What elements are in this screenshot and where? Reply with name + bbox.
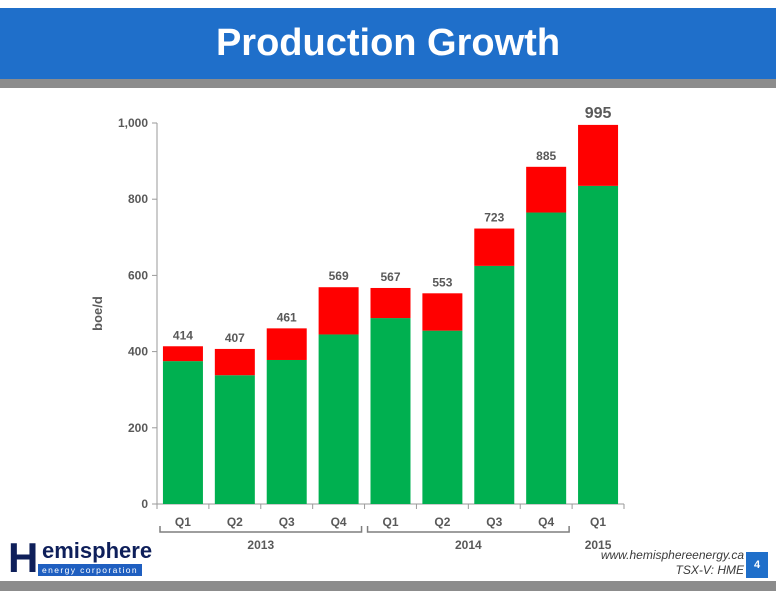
y-tick-label: 400 [128, 345, 148, 359]
x-tick-label: Q3 [279, 515, 295, 529]
ticker-symbol: TSX-V: HME [675, 563, 744, 577]
y-tick-label: 800 [128, 192, 148, 206]
page-title: Production Growth [215, 22, 561, 64]
x-tick-label: Q1 [175, 515, 191, 529]
logo-wordmark: emisphere [42, 538, 153, 563]
group-label: 2014 [455, 538, 482, 552]
data-label: 461 [277, 310, 297, 324]
bar-base [474, 265, 515, 504]
x-tick-label: Q4 [331, 515, 347, 529]
data-label: 407 [225, 331, 245, 345]
x-tick-label: Q1 [382, 515, 398, 529]
y-tick-label: 600 [128, 268, 148, 282]
bar-base [370, 318, 411, 504]
bar-increment [318, 287, 359, 335]
bar-increment [214, 348, 255, 376]
bar-base [578, 185, 619, 505]
y-tick-label: 1,000 [118, 116, 148, 130]
y-axis-title: boe/d [90, 296, 105, 331]
bar-increment [370, 287, 411, 319]
footer-divider [0, 581, 776, 591]
company-logo: H emisphere energy corporation [8, 534, 152, 581]
bar-increment [578, 124, 619, 186]
y-tick-label: 0 [141, 497, 148, 511]
data-label: 723 [484, 211, 504, 225]
data-label: 414 [173, 328, 193, 342]
bar-base [318, 334, 359, 504]
x-tick-label: Q2 [227, 515, 243, 529]
data-label: 885 [536, 149, 556, 163]
group-label: 2013 [247, 538, 274, 552]
bar-base [526, 212, 567, 504]
data-label: 553 [432, 275, 452, 289]
y-tick-label: 200 [128, 421, 148, 435]
bar-increment [526, 166, 567, 213]
data-label: 569 [329, 269, 349, 283]
bar-base [266, 359, 307, 504]
bar-increment [162, 346, 203, 362]
website-link[interactable]: www.hemisphereenergy.ca [600, 548, 744, 562]
x-tick-label: Q1 [590, 515, 606, 529]
x-tick-label: Q2 [434, 515, 450, 529]
header-divider [0, 79, 776, 88]
group-bracket [366, 526, 570, 533]
group-label: 2015 [585, 538, 612, 552]
title-banner: Production Growth [0, 8, 776, 79]
group-bracket [159, 526, 363, 533]
bar-base [422, 330, 463, 504]
bar-base [214, 375, 255, 504]
x-tick-label: Q4 [538, 515, 554, 529]
bar-base [162, 361, 203, 504]
bar-increment [266, 328, 307, 360]
page-number: 4 [746, 552, 768, 578]
data-label: 567 [380, 270, 400, 284]
x-tick-label: Q3 [486, 515, 502, 529]
logo-tagline: energy corporation [38, 564, 142, 576]
footer-info: www.hemisphereenergy.ca TSX-V: HME [601, 548, 744, 578]
data-label: 995 [585, 105, 612, 122]
bar-increment [422, 293, 463, 331]
bar-increment [474, 228, 515, 266]
logo-letter: H [8, 534, 39, 581]
